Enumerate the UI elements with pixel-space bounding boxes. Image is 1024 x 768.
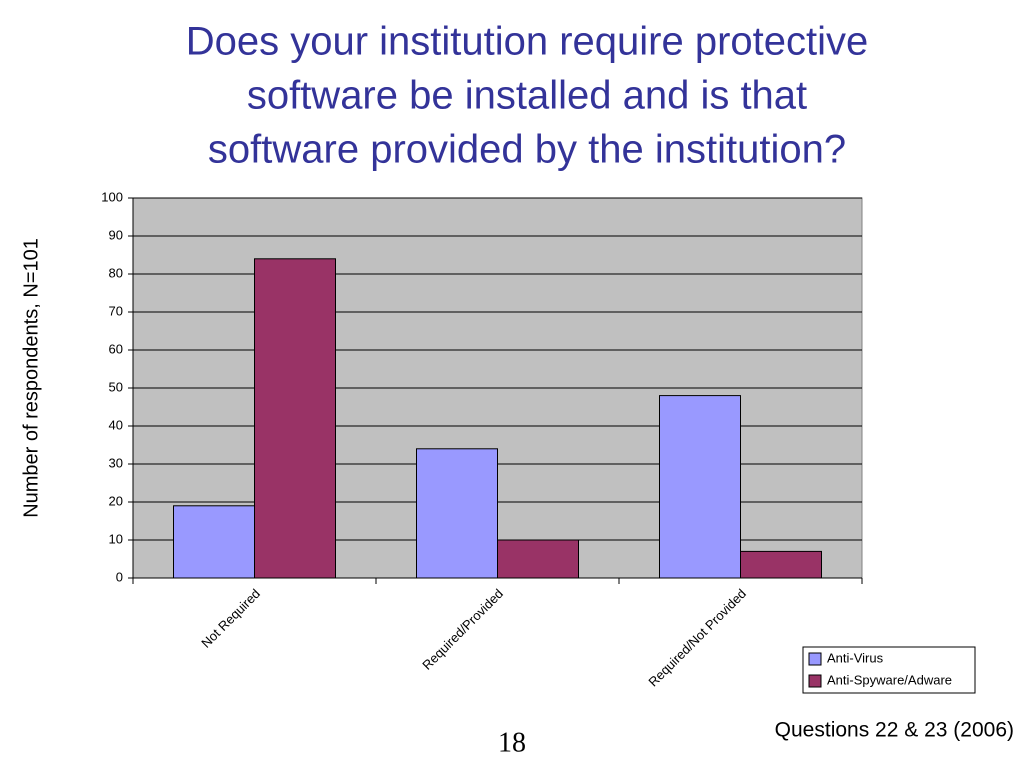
y-axis-label: Number of respondents, N=101: [20, 238, 42, 518]
bar: [254, 258, 336, 579]
x-tick-label: Required/Not Provided: [645, 586, 749, 690]
x-tick-label: Not Required: [198, 586, 263, 651]
y-tick-label: 10: [109, 531, 123, 546]
bar: [740, 550, 822, 579]
y-tick-label: 50: [109, 379, 123, 394]
x-tick-label: Required/Provided: [419, 586, 506, 673]
y-tick-label: 20: [109, 493, 123, 508]
bar: [497, 539, 579, 579]
title-line: software provided by the institution?: [208, 128, 846, 172]
legend-label: Anti-Spyware/Adware: [827, 672, 952, 687]
page-number: 18: [498, 727, 526, 758]
legend-box: [802, 646, 976, 694]
y-tick-label: 70: [109, 303, 123, 318]
bar: [659, 395, 741, 579]
y-tick-label: 80: [109, 265, 123, 280]
bar: [173, 505, 255, 579]
y-tick-label: 90: [109, 227, 123, 242]
y-tick-label: 30: [109, 455, 123, 470]
y-tick-label: 40: [109, 417, 123, 432]
title-line: software be installed and is that: [247, 74, 807, 118]
y-tick-label: 0: [116, 569, 123, 584]
bar: [416, 448, 498, 579]
legend-swatch: [808, 674, 822, 688]
y-tick-label: 100: [101, 189, 123, 204]
title-line: Does your institution require protective: [186, 20, 869, 64]
footnote: Questions 22 & 23 (2006): [775, 719, 1014, 742]
legend-label: Anti-Virus: [827, 650, 884, 665]
legend-swatch: [808, 652, 822, 666]
y-tick-label: 60: [109, 341, 123, 356]
